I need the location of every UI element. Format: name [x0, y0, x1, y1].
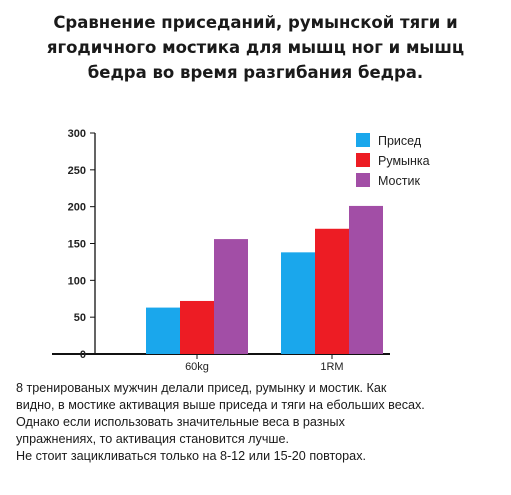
y-tick-label: 300 — [68, 128, 86, 140]
caption-line: видно, в мостике активация выше приседа … — [16, 398, 425, 412]
legend-label: Мостик — [378, 174, 420, 188]
bar-3-2 — [349, 205, 383, 354]
bar-1-2 — [281, 252, 315, 354]
y-tick-label: 150 — [68, 239, 86, 251]
caption-line: 8 тренированых мужчин делали присед, рум… — [16, 381, 387, 395]
y-tick-label: 200 — [68, 202, 86, 214]
chart-bars — [146, 205, 383, 354]
title-line: бедра во время разгибания бедра. — [87, 63, 424, 82]
y-tick-label: 100 — [68, 275, 86, 287]
title-line: ягодичного мостика для мышц ног и мышц — [46, 38, 465, 57]
caption-line: Однако если использовать значительные ве… — [16, 415, 345, 429]
bar-1-1 — [146, 307, 180, 354]
legend-swatch — [356, 173, 370, 187]
x-tick-label: 1RM — [320, 361, 343, 373]
legend-label: Румынка — [378, 154, 430, 168]
caption-line: упражнениях, то активация становится луч… — [16, 432, 289, 446]
caption-line: Не стоит зацикливаться только на 8-12 ил… — [16, 449, 366, 463]
chart-title: Сравнение приседаний, румынской тяги и я… — [0, 10, 511, 85]
y-tick-label: 0 — [80, 349, 86, 361]
title-line: Сравнение приседаний, румынской тяги и — [53, 13, 458, 32]
legend-swatch — [356, 133, 370, 147]
legend-label: Присед — [378, 134, 422, 148]
bar-3-1 — [214, 239, 248, 354]
bar-2-1 — [180, 300, 214, 354]
chart-axes: 0 50 100 150 200 250 300 60kg 1RM — [52, 128, 390, 373]
bar-2-2 — [315, 228, 349, 354]
legend-swatch — [356, 153, 370, 167]
chart-legend: Присед Румынка Мостик — [356, 133, 430, 188]
caption-text: 8 тренированых мужчин делали присед, рум… — [16, 380, 506, 465]
y-tick-label: 250 — [68, 165, 86, 177]
y-tick-label: 50 — [74, 312, 86, 324]
x-tick-label: 60kg — [185, 361, 209, 373]
